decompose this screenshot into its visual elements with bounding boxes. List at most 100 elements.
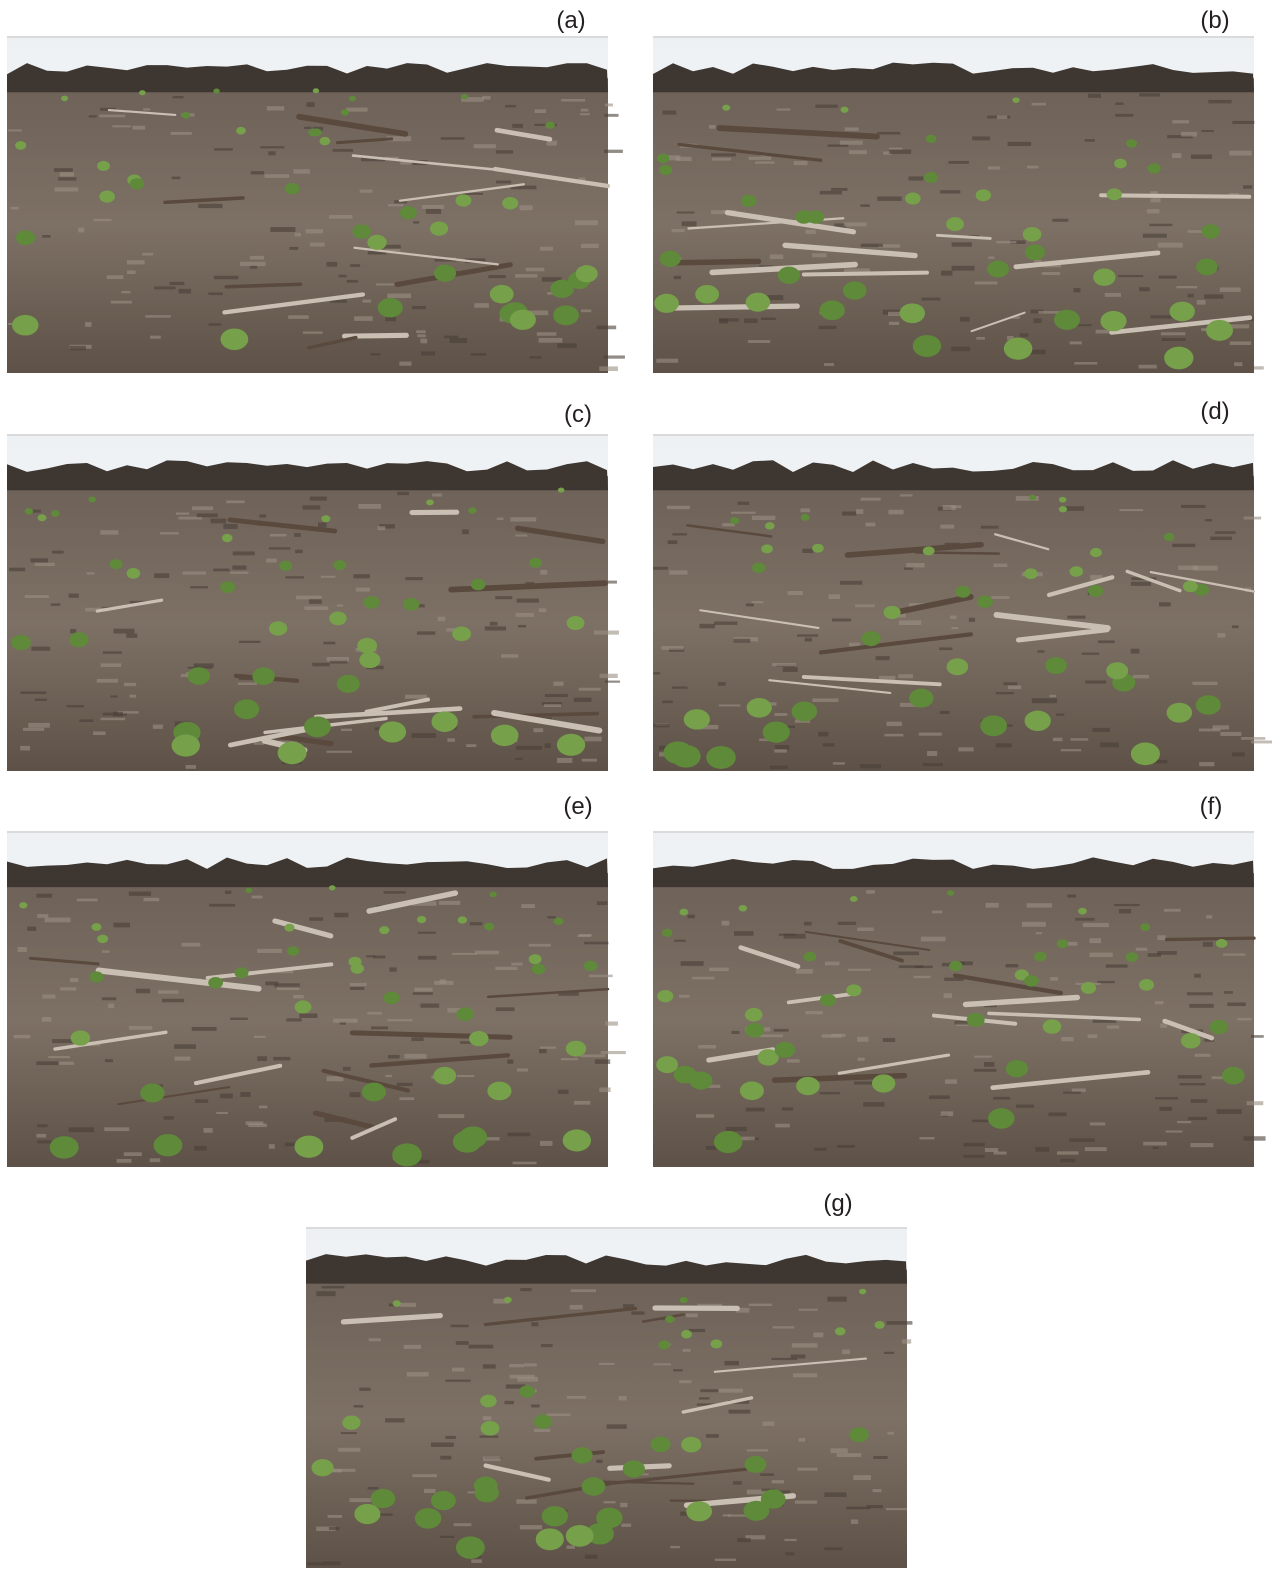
soil-speck xyxy=(775,1124,790,1128)
seedling xyxy=(1054,310,1080,330)
soil-speck xyxy=(310,243,325,247)
soil-speck xyxy=(1232,121,1254,124)
seedling xyxy=(1078,908,1087,915)
seedling xyxy=(684,709,710,729)
soil-speck xyxy=(371,1026,388,1029)
soil-speck xyxy=(150,1158,160,1162)
soil-speck xyxy=(416,330,426,333)
soil-speck xyxy=(304,127,311,129)
seedling xyxy=(657,154,669,164)
soil-speck xyxy=(233,551,255,555)
soil-speck xyxy=(772,1480,784,1483)
soil-speck xyxy=(359,1388,370,1391)
soil-speck xyxy=(1089,953,1112,957)
soil-speck xyxy=(515,758,523,760)
soil-speck xyxy=(1082,653,1100,655)
soil-speck xyxy=(89,115,97,117)
soil-speck xyxy=(860,204,869,207)
soil-speck xyxy=(991,596,1009,599)
seedling xyxy=(722,105,730,111)
soil-speck xyxy=(996,241,1016,243)
soil-speck xyxy=(1191,1099,1208,1103)
soil-speck xyxy=(405,577,422,580)
seedling xyxy=(504,1297,512,1303)
soil-speck xyxy=(513,1162,537,1165)
soil-speck xyxy=(718,682,726,686)
soil-speck xyxy=(350,987,364,990)
soil-speck xyxy=(154,573,169,578)
soil-speck xyxy=(1032,698,1057,703)
seedling xyxy=(536,1528,564,1550)
soil-speck xyxy=(35,699,47,701)
soil-speck xyxy=(1027,903,1052,907)
seedling xyxy=(481,1421,500,1436)
soil-speck xyxy=(354,1405,364,1407)
seedling xyxy=(1081,982,1096,994)
soil-speck xyxy=(539,608,547,612)
soil-speck xyxy=(574,698,592,702)
soil-speck xyxy=(844,222,867,226)
soil-speck xyxy=(417,631,436,634)
soil-speck xyxy=(1056,714,1064,716)
seedling xyxy=(1206,320,1233,341)
soil-speck xyxy=(517,1068,528,1071)
seedling xyxy=(1059,506,1067,512)
soil-speck xyxy=(734,931,753,936)
soil-speck xyxy=(656,359,678,363)
seedling xyxy=(15,141,26,150)
soil-speck xyxy=(898,674,913,678)
soil-speck xyxy=(182,943,201,947)
soil-speck xyxy=(775,713,788,716)
soil-speck xyxy=(761,318,776,320)
seedling xyxy=(545,121,554,128)
soil-speck xyxy=(974,1069,997,1072)
soil-speck xyxy=(456,1341,469,1345)
soil-speck xyxy=(1072,1088,1086,1091)
soil-speck xyxy=(889,322,899,325)
seedling xyxy=(311,1459,333,1476)
panel: (d) xyxy=(653,398,1272,771)
soil-speck xyxy=(194,663,214,667)
soil-speck xyxy=(1070,341,1082,344)
soil-speck xyxy=(686,1313,698,1317)
seedling xyxy=(846,984,861,996)
soil-speck xyxy=(772,1326,794,1328)
soil-speck xyxy=(1052,219,1068,222)
soil-speck xyxy=(581,109,589,112)
soil-speck xyxy=(972,1120,988,1123)
soil-speck xyxy=(1016,1105,1034,1108)
soil-speck xyxy=(353,574,369,578)
soil-speck xyxy=(699,1397,710,1399)
seedling xyxy=(1024,568,1038,579)
seedling xyxy=(468,507,476,513)
seedling xyxy=(349,96,356,102)
soil-speck xyxy=(597,901,608,905)
soil-speck xyxy=(1217,633,1225,637)
soil-speck xyxy=(1215,531,1236,534)
seedling xyxy=(25,508,33,515)
soil-speck xyxy=(575,220,598,225)
seedling xyxy=(714,1131,742,1153)
soil-speck xyxy=(820,191,842,195)
debris-ridge xyxy=(653,857,1254,887)
seedling xyxy=(474,1477,498,1495)
soil-speck xyxy=(831,1448,848,1453)
panel: (e) xyxy=(7,793,626,1167)
soil-speck xyxy=(1131,582,1151,586)
seedling xyxy=(51,510,60,517)
soil-speck xyxy=(547,916,555,918)
seedling xyxy=(765,522,775,530)
soil-speck xyxy=(1161,332,1185,335)
soil-speck xyxy=(69,1127,94,1132)
soil-speck xyxy=(604,355,625,358)
photo xyxy=(653,38,1264,373)
soil-speck xyxy=(1232,752,1245,756)
soil-speck xyxy=(1093,728,1111,732)
soil-speck xyxy=(788,591,803,595)
soil-speck xyxy=(711,153,736,156)
soil-speck xyxy=(160,532,179,534)
soil-speck xyxy=(195,1099,208,1103)
soil-speck xyxy=(67,705,85,707)
soil-speck xyxy=(604,114,618,117)
soil-speck xyxy=(275,983,300,987)
